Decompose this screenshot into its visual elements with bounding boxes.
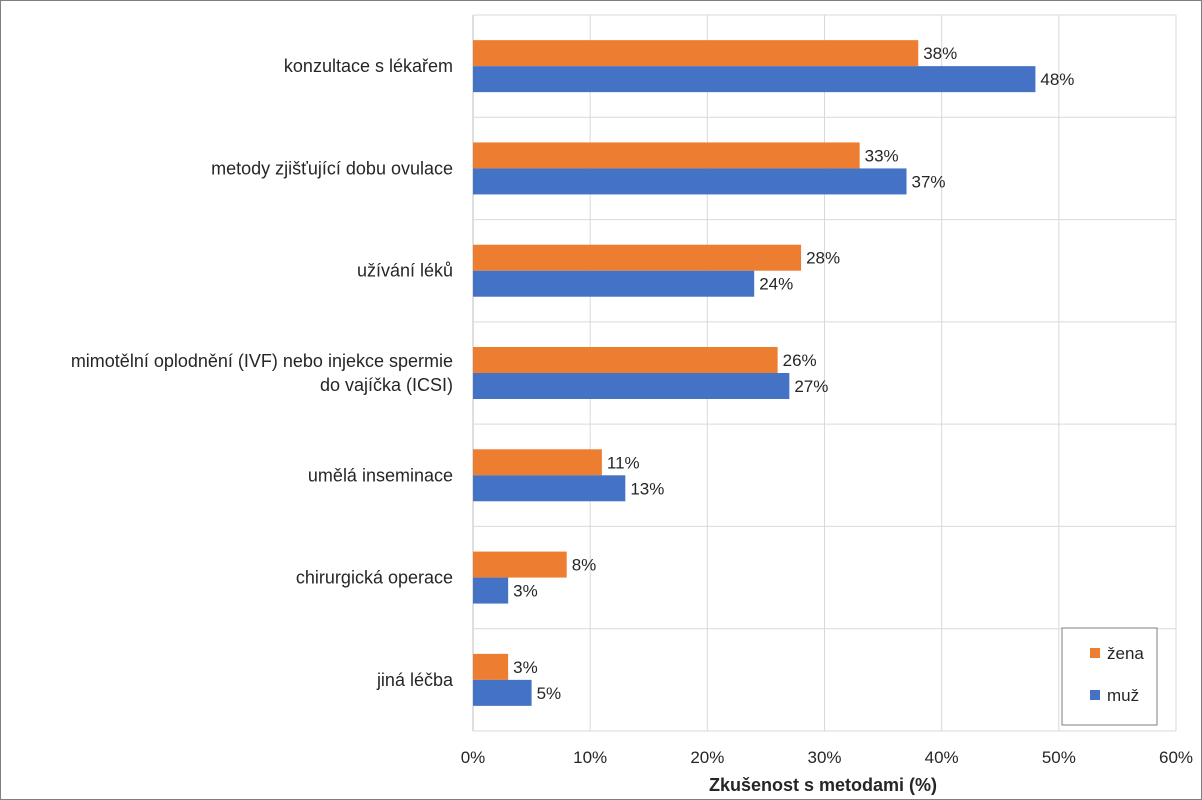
bar-zena-5 <box>473 449 602 476</box>
data-label-muz-3: 24% <box>759 275 793 294</box>
legend-label-zena: žena <box>1107 644 1144 663</box>
data-label-muz-2: 37% <box>912 172 946 191</box>
category-labels: konzultace s lékařem metody zjišťující do… <box>71 56 454 690</box>
category-label: metody zjišťující dobu ovulace <box>211 158 453 178</box>
x-tick-label: 50% <box>1042 748 1076 767</box>
data-label-zena-2: 33% <box>865 146 899 165</box>
bar-muz-1 <box>473 66 1036 93</box>
x-tick-label: 30% <box>807 748 841 767</box>
category-label: konzultace s lékařem <box>284 56 453 76</box>
x-tick-label: 10% <box>573 748 607 767</box>
data-label-zena-4: 26% <box>783 351 817 370</box>
legend-swatch-zena <box>1090 648 1100 658</box>
data-label-zena-7: 3% <box>513 658 538 677</box>
category-label: umělá inseminace <box>308 465 453 485</box>
bar-zena-3 <box>473 244 802 271</box>
bar-zena-4 <box>473 347 778 373</box>
data-label-zena-5: 11% <box>607 453 640 472</box>
bar-zena-7 <box>473 653 509 680</box>
legend-box <box>1061 627 1158 726</box>
category-label: do vajíčka (ICSI) <box>320 375 453 395</box>
data-labels: 38% 33% 28% 26% 11% 8% 3% 48% 37% 24% 27% 13% 3% 5% <box>513 44 1074 703</box>
x-axis-ticks: 0% 10% 20% 30% 40% 50% 60% <box>461 748 1193 767</box>
data-label-muz-6: 3% <box>513 582 538 601</box>
data-label-zena-3: 28% <box>806 249 840 268</box>
bar-muz-6 <box>473 577 509 604</box>
bars <box>473 40 1036 706</box>
bar-zena-6 <box>473 551 567 578</box>
x-axis-title: Zkušenost s metodami (%) <box>709 775 937 795</box>
x-tick-label: 60% <box>1159 748 1193 767</box>
gridlines <box>472 14 1177 732</box>
data-label-muz-7: 5% <box>537 684 562 703</box>
legend-label-muz: muž <box>1107 686 1139 705</box>
legend: žena muž <box>1061 627 1158 726</box>
data-label-muz-5: 13% <box>630 479 664 498</box>
category-label: chirurgická operace <box>296 568 453 588</box>
data-label-muz-4: 27% <box>794 377 828 396</box>
x-tick-label: 40% <box>925 748 959 767</box>
bar-zena-2 <box>473 142 860 169</box>
bar-muz-3 <box>473 270 755 297</box>
x-tick-label: 0% <box>461 748 486 767</box>
bar-muz-2 <box>473 168 907 195</box>
data-label-zena-1: 38% <box>923 44 957 63</box>
bar-muz-7 <box>473 679 532 706</box>
bar-zena-1 <box>473 40 919 67</box>
data-label-zena-6: 8% <box>572 556 597 575</box>
x-tick-label: 20% <box>690 748 724 767</box>
bar-muz-5 <box>473 475 626 502</box>
category-label: jiná léčba <box>376 670 454 690</box>
legend-swatch-muz <box>1090 690 1100 700</box>
category-label: mimotělní oplodnění (IVF) nebo injekce s… <box>71 351 453 371</box>
data-label-muz-1: 48% <box>1040 70 1074 89</box>
bar-muz-4 <box>473 373 790 399</box>
category-label: užívání léků <box>357 261 453 281</box>
